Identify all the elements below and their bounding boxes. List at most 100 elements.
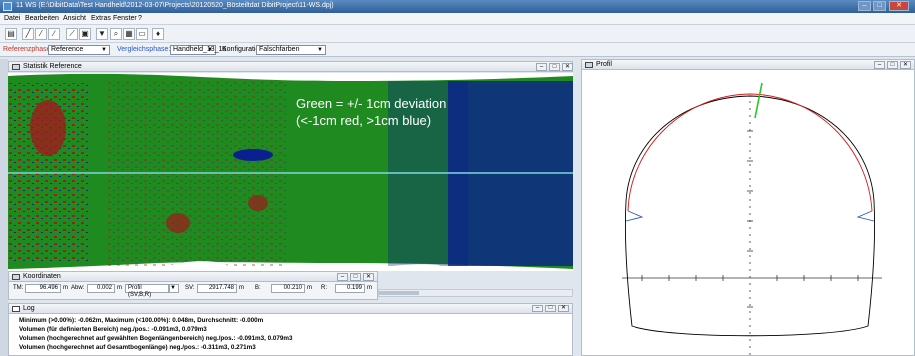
toolbar: ▤ ╱ ⁄ ∕ ⟋ ▣ ▼ ⌕ ▦ ▭ ♦	[0, 25, 915, 43]
app-icon	[3, 2, 12, 11]
profile-icon	[585, 62, 593, 68]
coordinates-panel-title: Koordinaten	[23, 273, 61, 280]
abw-unit: m	[117, 285, 122, 291]
r-label: R:	[321, 285, 327, 291]
window-titlebar: 11 WS (E:\DibitData\Test Handheld\2012-0…	[0, 0, 915, 13]
top-edge	[8, 73, 573, 81]
reference-profile	[625, 95, 875, 337]
pin-icon[interactable]: ♦	[152, 28, 164, 40]
marker-line	[754, 82, 763, 119]
panel-close-icon[interactable]: ✕	[363, 273, 374, 281]
sv-label: SV:	[185, 285, 195, 291]
log-panel-header: Log – □ ✕	[9, 304, 572, 314]
panel-minimize-icon[interactable]: –	[532, 305, 543, 312]
log-line: Volumen (hochgerechnet auf gewählten Bog…	[19, 335, 293, 342]
minimize-button[interactable]: –	[858, 1, 871, 11]
profile-panel-title: Profil	[596, 61, 612, 68]
red-patch-1	[30, 100, 66, 156]
profile-panel: Profil – □ ✕	[581, 59, 915, 356]
log-line: Volumen (für definierten Bereich) neg./p…	[19, 326, 207, 333]
statistics-panel-header: Statistik Reference – □ ✕	[8, 61, 573, 72]
horizontal-scrollbar[interactable]	[378, 289, 573, 297]
panel-maximize-icon[interactable]: □	[545, 305, 556, 312]
configuration-value: Falschfarben	[259, 46, 300, 53]
menu-bar: Datei Bearbeiten Ansicht Extras Fenster …	[0, 13, 915, 25]
sv-value: 2917.748	[197, 284, 237, 293]
menu-datei[interactable]: Datei	[4, 15, 21, 22]
panel-minimize-icon[interactable]: –	[536, 63, 547, 71]
tm-unit: m	[63, 285, 68, 291]
coordinates-icon	[12, 274, 20, 280]
b-label: B:	[255, 285, 261, 291]
line-tool-icon[interactable]: ╱	[22, 28, 34, 40]
abw-label: Abw:	[71, 285, 85, 291]
annotation-line-1: Green = +/- 1cm deviation	[296, 96, 447, 111]
menu-fenster[interactable]: Fenster	[113, 15, 137, 22]
coordinates-panel-header: Koordinaten – □ ✕	[8, 271, 378, 282]
comparison-phase-value: Handheld_13_16	[173, 46, 227, 53]
close-button[interactable]: ✕	[889, 1, 909, 11]
menu-extras[interactable]: Extras	[91, 15, 111, 22]
reference-phase-label: Referenzphase:	[3, 46, 53, 53]
menu-bearbeiten[interactable]: Bearbeiten	[25, 15, 59, 22]
b-unit: m	[307, 285, 312, 291]
statistics-icon	[12, 64, 20, 70]
tm-label: TM:	[13, 285, 24, 291]
red-patch-3	[248, 195, 268, 211]
chevron-down-icon[interactable]: ▼	[169, 284, 179, 293]
report-icon[interactable]: ▣	[79, 28, 91, 40]
log-icon	[12, 306, 20, 312]
panel-close-icon[interactable]: ✕	[900, 61, 911, 69]
configuration-label: Konfiguration:	[222, 46, 266, 53]
panel-maximize-icon[interactable]: □	[887, 61, 898, 69]
polyline-tool-icon[interactable]: ⁄	[35, 28, 47, 40]
measure-tool-icon[interactable]: ⟋	[66, 28, 78, 40]
panel-close-icon[interactable]: ✕	[558, 305, 569, 312]
comparison-profile	[627, 93, 873, 212]
deviation-annotation: Green = +/- 1cm deviation (<-1cm red, >1…	[296, 95, 446, 129]
sv-unit: m	[239, 285, 244, 291]
panel-splitter[interactable]	[573, 59, 581, 356]
panel-close-icon[interactable]: ✕	[562, 63, 573, 71]
panel-minimize-icon[interactable]: –	[874, 61, 885, 69]
red-patch-2	[166, 213, 190, 233]
window-title: 11 WS (E:\DibitData\Test Handheld\2012-0…	[16, 2, 334, 9]
log-line: Minimum (>0.00%): -0.062m, Maximum (<100…	[19, 317, 264, 324]
chevron-down-icon: ▼	[317, 47, 323, 53]
comparison-profile-right-detail	[856, 210, 875, 222]
left-dock-bar	[0, 59, 8, 356]
filter-icon[interactable]: ▼	[96, 28, 108, 40]
curve-tool-icon[interactable]: ∕	[48, 28, 60, 40]
panel-minimize-icon[interactable]: –	[337, 273, 348, 281]
abw-value: 0.002	[87, 284, 115, 293]
menu-help[interactable]: ?	[138, 15, 142, 22]
coordinates-panel: Koordinaten – □ ✕ TM: 96.496 m Abw: 0.00…	[8, 271, 378, 300]
chevron-down-icon: ▼	[101, 47, 107, 53]
tm-value: 96.496	[25, 284, 61, 293]
comparison-phase-select[interactable]: Handheld_13_16 ▼	[170, 45, 226, 55]
r-unit: m	[367, 285, 372, 291]
bottom-notch	[158, 261, 238, 271]
profile-panel-header: Profil – □ ✕	[581, 59, 915, 70]
axis-ticks	[641, 130, 859, 308]
annotation-line-2: (<-1cm red, >1cm blue)	[296, 113, 432, 128]
profile-canvas[interactable]	[582, 71, 914, 355]
chevron-down-icon: ▼	[207, 47, 213, 53]
open-icon[interactable]: ▤	[5, 28, 17, 40]
grid-icon[interactable]: ▦	[123, 28, 135, 40]
deviation-map[interactable]: Green = +/- 1cm deviation (<-1cm red, >1…	[8, 73, 573, 271]
b-value: 00.210	[271, 284, 305, 293]
statistics-panel-title: Statistik Reference	[23, 63, 82, 70]
scrollbar-thumb[interactable]	[379, 291, 419, 295]
configuration-select[interactable]: Falschfarben ▼	[256, 45, 326, 55]
ruler-icon[interactable]: ▭	[136, 28, 148, 40]
panel-maximize-icon[interactable]: □	[350, 273, 361, 281]
maximize-button[interactable]: □	[873, 1, 886, 11]
reference-phase-select[interactable]: Reference ▼	[48, 45, 110, 55]
panel-maximize-icon[interactable]: □	[549, 63, 560, 71]
profile-select[interactable]: Profil (SV,B,R)	[125, 284, 169, 298]
menu-ansicht[interactable]: Ansicht	[63, 15, 86, 22]
log-line: Volumen (hochgerechnet auf Gesamtbogenlä…	[19, 344, 256, 351]
zoom-icon[interactable]: ⌕	[110, 28, 122, 40]
r-value: 0.199	[335, 284, 365, 293]
